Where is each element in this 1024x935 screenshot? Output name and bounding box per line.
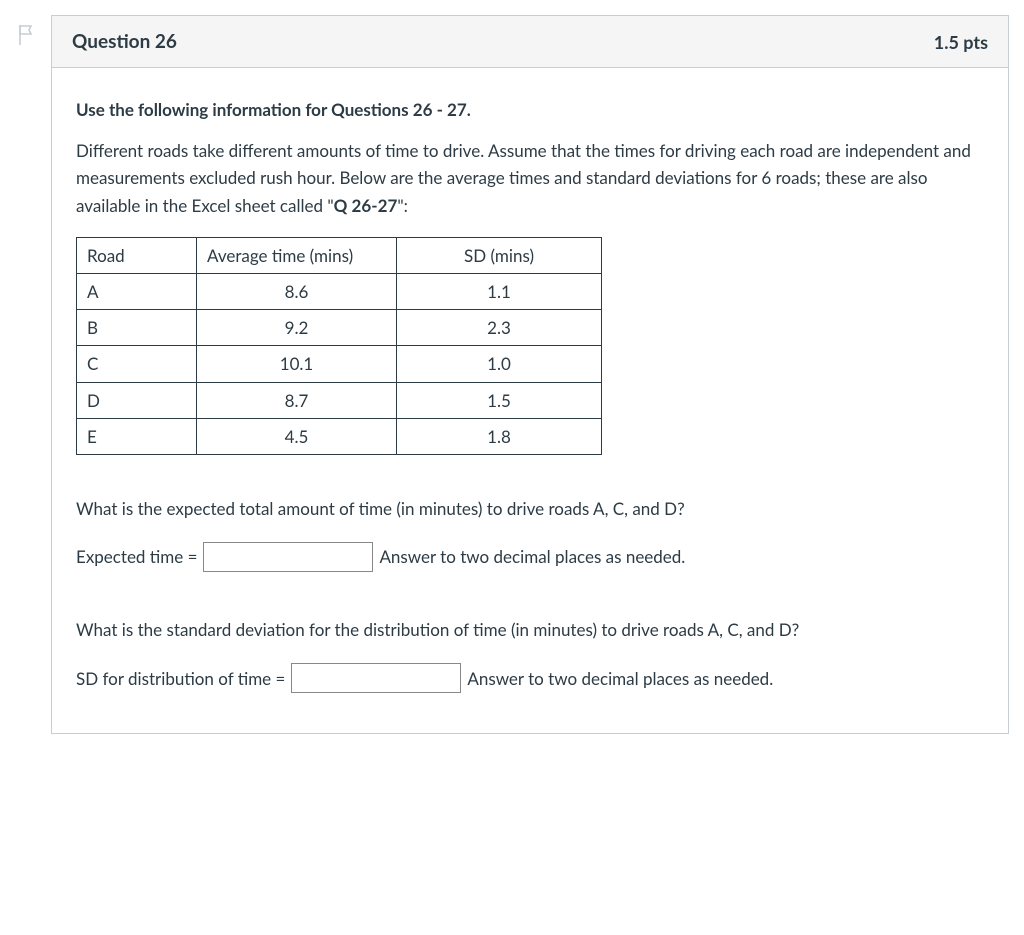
cell-avg: 8.6: [197, 273, 397, 309]
cell-road: E: [77, 418, 197, 454]
cell-road: C: [77, 346, 197, 382]
sd-time-input[interactable]: [291, 663, 461, 693]
question-body: Use the following information for Questi…: [52, 68, 1008, 733]
table-row: E 4.5 1.8: [77, 418, 602, 454]
instructions-heading: Use the following information for Questi…: [76, 96, 984, 123]
description: Different roads take different amounts o…: [76, 137, 984, 219]
question-header: Question 26 1.5 pts: [52, 16, 1008, 68]
cell-road: D: [77, 382, 197, 418]
cell-avg: 8.7: [197, 382, 397, 418]
question-title: Question 26: [72, 30, 177, 53]
cell-sd: 1.5: [397, 382, 602, 418]
q1-answer-row: Expected time = Answer to two decimal pl…: [76, 542, 984, 572]
question-container: Question 26 1.5 pts Use the following in…: [15, 15, 1009, 734]
cell-avg: 4.5: [197, 418, 397, 454]
col-header-road: Road: [77, 237, 197, 273]
col-header-sd: SD (mins): [397, 237, 602, 273]
table-row: B 9.2 2.3: [77, 310, 602, 346]
cell-road: A: [77, 273, 197, 309]
cell-road: B: [77, 310, 197, 346]
excel-ref: Q 26-27: [334, 195, 398, 216]
cell-sd: 1.1: [397, 273, 602, 309]
q1-text: What is the expected total amount of tim…: [76, 495, 984, 522]
q2-label: SD for distribution of time =: [76, 665, 285, 692]
cell-avg: 9.2: [197, 310, 397, 346]
road-data-table: Road Average time (mins) SD (mins) A 8.6…: [76, 237, 602, 455]
cell-avg: 10.1: [197, 346, 397, 382]
table-row: D 8.7 1.5: [77, 382, 602, 418]
flag-icon[interactable]: [15, 15, 39, 45]
q2-answer-row: SD for distribution of time = Answer to …: [76, 663, 984, 693]
cell-sd: 1.8: [397, 418, 602, 454]
question-box: Question 26 1.5 pts Use the following in…: [51, 15, 1009, 734]
q1-label: Expected time =: [76, 543, 197, 570]
table-row: A 8.6 1.1: [77, 273, 602, 309]
description-post: ":: [397, 195, 408, 216]
cell-sd: 2.3: [397, 310, 602, 346]
q2-hint: Answer to two decimal places as needed.: [467, 665, 773, 692]
table-header-row: Road Average time (mins) SD (mins): [77, 237, 602, 273]
q2-text: What is the standard deviation for the d…: [76, 616, 984, 643]
expected-time-input[interactable]: [203, 542, 373, 572]
question-points: 1.5 pts: [934, 31, 988, 53]
q1-hint: Answer to two decimal places as needed.: [379, 543, 685, 570]
col-header-avg: Average time (mins): [197, 237, 397, 273]
description-pre: Different roads take different amounts o…: [76, 140, 971, 215]
cell-sd: 1.0: [397, 346, 602, 382]
table-row: C 10.1 1.0: [77, 346, 602, 382]
